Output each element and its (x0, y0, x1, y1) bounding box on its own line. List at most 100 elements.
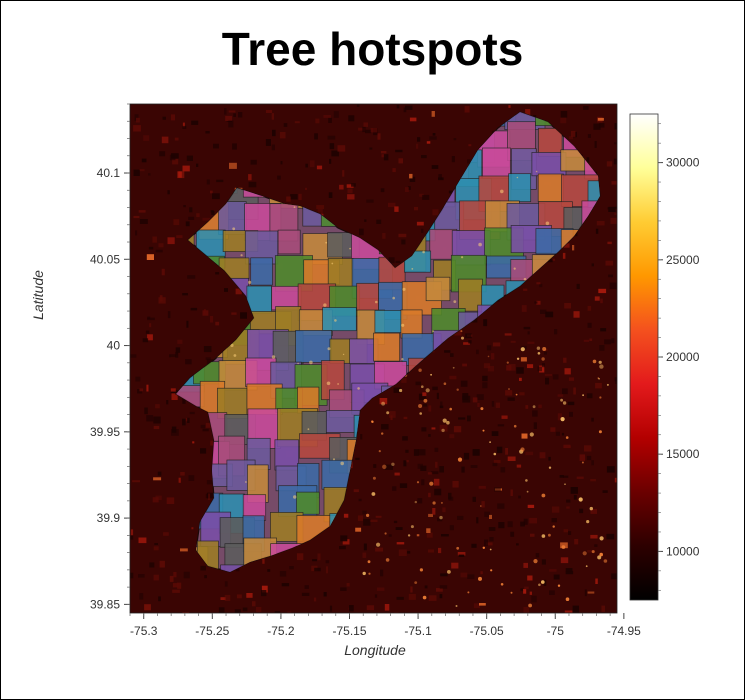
hotspot-point (391, 462, 395, 466)
heat-cell (523, 562, 528, 568)
heat-cell (394, 206, 399, 212)
hotspot-point (419, 568, 423, 572)
heat-cell (401, 377, 407, 383)
heat-cell (608, 274, 613, 278)
heat-cell (246, 593, 253, 598)
heat-cell (369, 519, 378, 522)
heat-cell (433, 478, 440, 486)
heat-cell (280, 161, 283, 165)
x-tick-label: -75.15 (332, 624, 366, 638)
heat-cell (416, 534, 420, 537)
heat-cell (436, 588, 443, 592)
heat-cell (568, 531, 572, 535)
heat-cell (382, 233, 386, 239)
hotspot-point (542, 347, 547, 351)
heat-cell (569, 411, 573, 417)
heat-cell (388, 202, 396, 208)
heat-cell (281, 583, 290, 587)
y-tick-label: 39.85 (90, 597, 120, 611)
heat-cell (525, 405, 529, 409)
heat-cell (403, 460, 407, 467)
heat-cell (428, 549, 434, 553)
heat-cell (327, 135, 336, 140)
heat-cell (170, 388, 176, 392)
heat-cell (489, 514, 492, 519)
heat-cell (409, 176, 416, 182)
hotspot-point (606, 383, 609, 386)
heat-cell (566, 506, 570, 509)
hotspot-point (500, 189, 504, 194)
hotspot-point (545, 221, 550, 226)
heat-cell (180, 472, 185, 476)
heat-cell (384, 604, 390, 611)
heat-cell (436, 392, 439, 400)
heat-cell (399, 483, 408, 488)
heat-cell (182, 418, 186, 426)
heat-cell (451, 156, 455, 163)
heat-cell (551, 518, 557, 523)
heat-cell (157, 471, 162, 476)
heat-cell (525, 451, 534, 456)
heat-cell (380, 188, 385, 193)
heat-cell (261, 590, 267, 597)
heat-cell (206, 179, 210, 185)
heat-cell (423, 403, 428, 407)
heat-cell (564, 610, 573, 613)
hotspot-point (523, 277, 527, 281)
heat-cell (381, 424, 389, 430)
heat-cell (265, 109, 273, 113)
heat-cell (494, 487, 501, 492)
heat-cell (560, 111, 568, 118)
hotspot-point (429, 481, 434, 486)
colorbar-tick-label: 25000 (666, 253, 700, 267)
heat-cell (185, 221, 190, 227)
heat-cell (346, 583, 350, 587)
heat-cell (595, 382, 602, 389)
heat-cell (457, 515, 464, 520)
heat-cell (200, 424, 206, 429)
heat-cell (172, 159, 179, 165)
heat-cell (415, 381, 421, 386)
heat-cell (486, 542, 493, 546)
hotspot-point (342, 353, 345, 356)
heat-cell (240, 312, 247, 319)
hotspot-point (333, 458, 335, 461)
hotspot-point (418, 368, 422, 372)
hotspot-point (538, 583, 541, 587)
hotspot-point (447, 570, 451, 574)
heat-cell (162, 116, 166, 120)
heat-cell (559, 475, 564, 478)
heat-cell (544, 351, 547, 355)
heat-cell (568, 445, 571, 448)
heat-cell (565, 570, 574, 575)
heat-cell (510, 340, 516, 343)
heat-cell (147, 316, 151, 319)
heat-cell (169, 354, 177, 358)
heat-cell (130, 354, 137, 358)
heat-cell (458, 417, 466, 420)
hotspot-point (516, 357, 520, 360)
heat-cell (484, 539, 488, 546)
heat-cell (508, 105, 511, 108)
heat-cell (392, 168, 396, 173)
heat-cell (228, 120, 234, 128)
heat-cell (325, 560, 330, 564)
heat-cell (468, 340, 472, 344)
neighborhood-polygon (296, 491, 320, 515)
heat-cell (398, 549, 407, 556)
heat-cell (395, 527, 403, 530)
heat-cell (452, 480, 459, 488)
heat-cell (329, 158, 332, 164)
heat-cell (555, 431, 560, 436)
hotspot-point (401, 358, 404, 361)
hotspot-point (586, 520, 590, 524)
heat-cell (462, 393, 469, 400)
heat-cell (587, 550, 596, 553)
heat-cell (516, 464, 522, 468)
heat-cell (562, 252, 566, 259)
heat-cell (438, 174, 442, 179)
y-axis-label: Latitude (30, 270, 46, 320)
hotspot-point (456, 546, 460, 550)
heat-cell (187, 417, 190, 423)
heat-cell (615, 206, 617, 209)
